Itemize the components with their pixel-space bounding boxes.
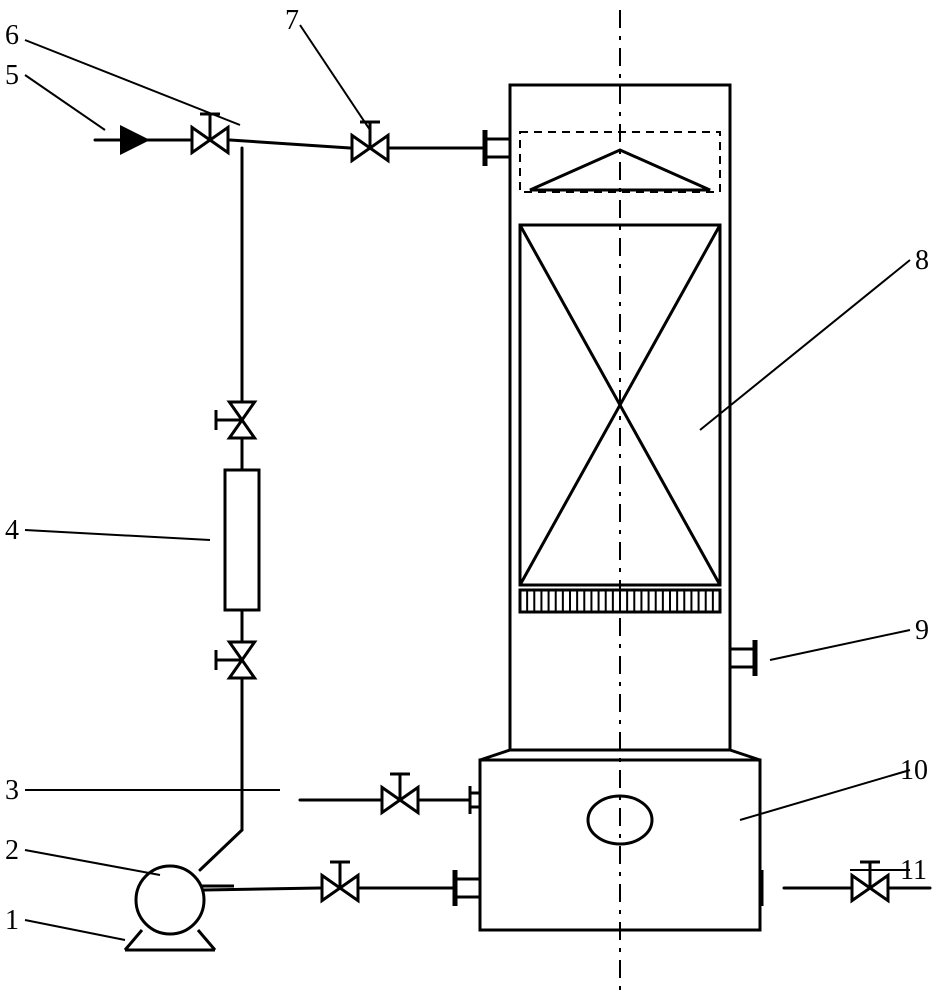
callout-11: 11 bbox=[900, 855, 927, 887]
callout-6: 6 bbox=[5, 20, 19, 52]
callout-4: 4 bbox=[5, 515, 19, 547]
diagram-svg bbox=[0, 0, 946, 1000]
callout-1: 1 bbox=[5, 905, 19, 937]
callout-9: 9 bbox=[915, 615, 929, 647]
callout-10: 10 bbox=[900, 755, 928, 787]
callout-7: 7 bbox=[285, 5, 299, 37]
callout-2: 2 bbox=[5, 835, 19, 867]
engineering-diagram: 1 2 3 4 5 6 7 8 9 10 11 bbox=[0, 0, 946, 1000]
callout-5: 5 bbox=[5, 60, 19, 92]
callout-3: 3 bbox=[5, 775, 19, 807]
callout-8: 8 bbox=[915, 245, 929, 277]
